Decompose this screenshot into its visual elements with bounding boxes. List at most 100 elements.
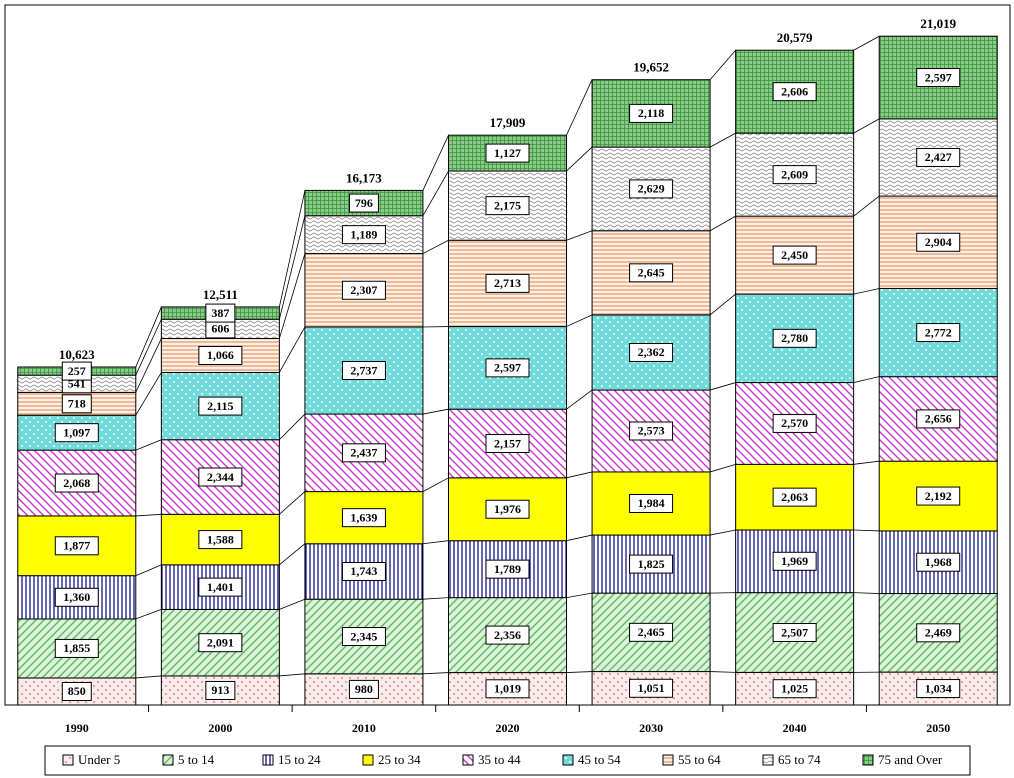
- bar-segment: [448, 408, 567, 479]
- label-box: [198, 467, 243, 487]
- connector-line: [422, 672, 449, 675]
- connector-line: [853, 118, 880, 134]
- data-label: 2,656: [925, 412, 952, 426]
- total-label: 17,909: [490, 115, 526, 130]
- legend-label: 55 to 64: [678, 752, 721, 767]
- legend-swatch: [662, 754, 674, 766]
- data-label: 2,450: [781, 248, 808, 262]
- bar-segment: [591, 146, 711, 232]
- data-label: 1,097: [63, 425, 90, 439]
- label-box: [485, 499, 530, 519]
- connector-line: [566, 79, 593, 136]
- legend-swatch: [862, 754, 874, 766]
- data-label: 1,401: [207, 580, 234, 594]
- data-label: 796: [355, 196, 373, 210]
- connector-line: [566, 471, 593, 479]
- label-box: [348, 193, 379, 213]
- data-label: 1,789: [494, 562, 521, 576]
- label-box: [629, 263, 674, 283]
- total-label: 20,579: [777, 30, 813, 45]
- data-label: 1,855: [63, 641, 90, 655]
- data-label: 2,737: [350, 363, 377, 377]
- x-tick-label: 1990: [65, 721, 89, 735]
- label-box: [198, 633, 243, 653]
- label-box: [54, 423, 99, 443]
- data-label: 2,606: [781, 84, 808, 98]
- x-tick-label: 2020: [496, 721, 520, 735]
- connector-line: [135, 372, 162, 416]
- label-box: [916, 552, 961, 572]
- label-box: [61, 361, 92, 381]
- data-label: 2,713: [494, 276, 521, 290]
- data-label: 2,573: [638, 424, 665, 438]
- data-label: 1,127: [494, 146, 521, 160]
- connector-line: [566, 534, 593, 542]
- data-label: 2,597: [494, 361, 521, 375]
- connector-line: [279, 326, 306, 373]
- legend-label: 45 to 54: [578, 752, 621, 767]
- data-label: 2,597: [925, 70, 952, 84]
- data-label: 2,192: [925, 489, 952, 503]
- legend-label: Under 5: [78, 752, 120, 767]
- data-label: 2,091: [207, 635, 234, 649]
- label-box: [341, 443, 386, 463]
- total-label: 10,623: [59, 347, 95, 362]
- data-label: 2,469: [925, 626, 952, 640]
- data-label: 2,465: [638, 625, 665, 639]
- connector-line: [422, 408, 449, 415]
- label-box: [916, 409, 961, 429]
- data-label: 1,025: [781, 681, 808, 695]
- label-box: [485, 143, 530, 163]
- legend-label: 25 to 34: [378, 752, 421, 767]
- data-label: 1,969: [781, 554, 808, 568]
- x-tick-label: 2050: [926, 721, 950, 735]
- data-label: 2,437: [350, 446, 377, 460]
- legend-label: 65 to 74: [778, 752, 821, 767]
- label-box: [772, 679, 817, 699]
- x-tick-label: 2010: [352, 721, 376, 735]
- bar-segment: [448, 672, 567, 706]
- label-box: [54, 536, 99, 556]
- data-label: 2,645: [638, 266, 665, 280]
- data-label: 1,877: [63, 539, 90, 553]
- label-box: [772, 245, 817, 265]
- connector-line: [710, 671, 736, 673]
- connector-line: [135, 319, 162, 376]
- data-label: 1,968: [925, 555, 952, 569]
- data-label: 1,189: [350, 227, 377, 241]
- legend-swatch: [562, 754, 574, 766]
- data-label: 1,639: [350, 510, 377, 524]
- label-box: [198, 577, 243, 597]
- label-box: [54, 587, 99, 607]
- data-label: 2,570: [781, 416, 808, 430]
- label-box: [341, 280, 386, 300]
- connector-line: [709, 215, 736, 232]
- label-box: [341, 225, 386, 245]
- data-label: 2,063: [781, 490, 808, 504]
- label-box: [629, 421, 674, 441]
- label-box: [772, 328, 817, 348]
- data-label: 1,066: [207, 348, 234, 362]
- label-box: [205, 680, 236, 700]
- data-label: 2,427: [925, 150, 952, 164]
- connector-line: [853, 460, 880, 465]
- data-label: 1,019: [494, 682, 521, 696]
- connector-line: [135, 306, 162, 368]
- label-box: [485, 196, 530, 216]
- connector-line: [709, 132, 736, 148]
- label-box: [198, 530, 243, 550]
- label-box: [485, 679, 530, 699]
- label-box: [916, 232, 961, 252]
- connector-line: [278, 215, 306, 320]
- connector-line: [279, 413, 306, 441]
- total-label: 21,019: [920, 16, 956, 31]
- data-label: 1,051: [638, 681, 665, 695]
- data-label: 2,904: [925, 235, 952, 249]
- connector-line: [135, 439, 162, 451]
- label-box: [629, 678, 674, 698]
- data-label: 2,345: [350, 629, 377, 643]
- connector-line: [710, 592, 736, 594]
- label-box: [485, 358, 530, 378]
- connector-line: [566, 230, 593, 241]
- label-box: [198, 345, 243, 365]
